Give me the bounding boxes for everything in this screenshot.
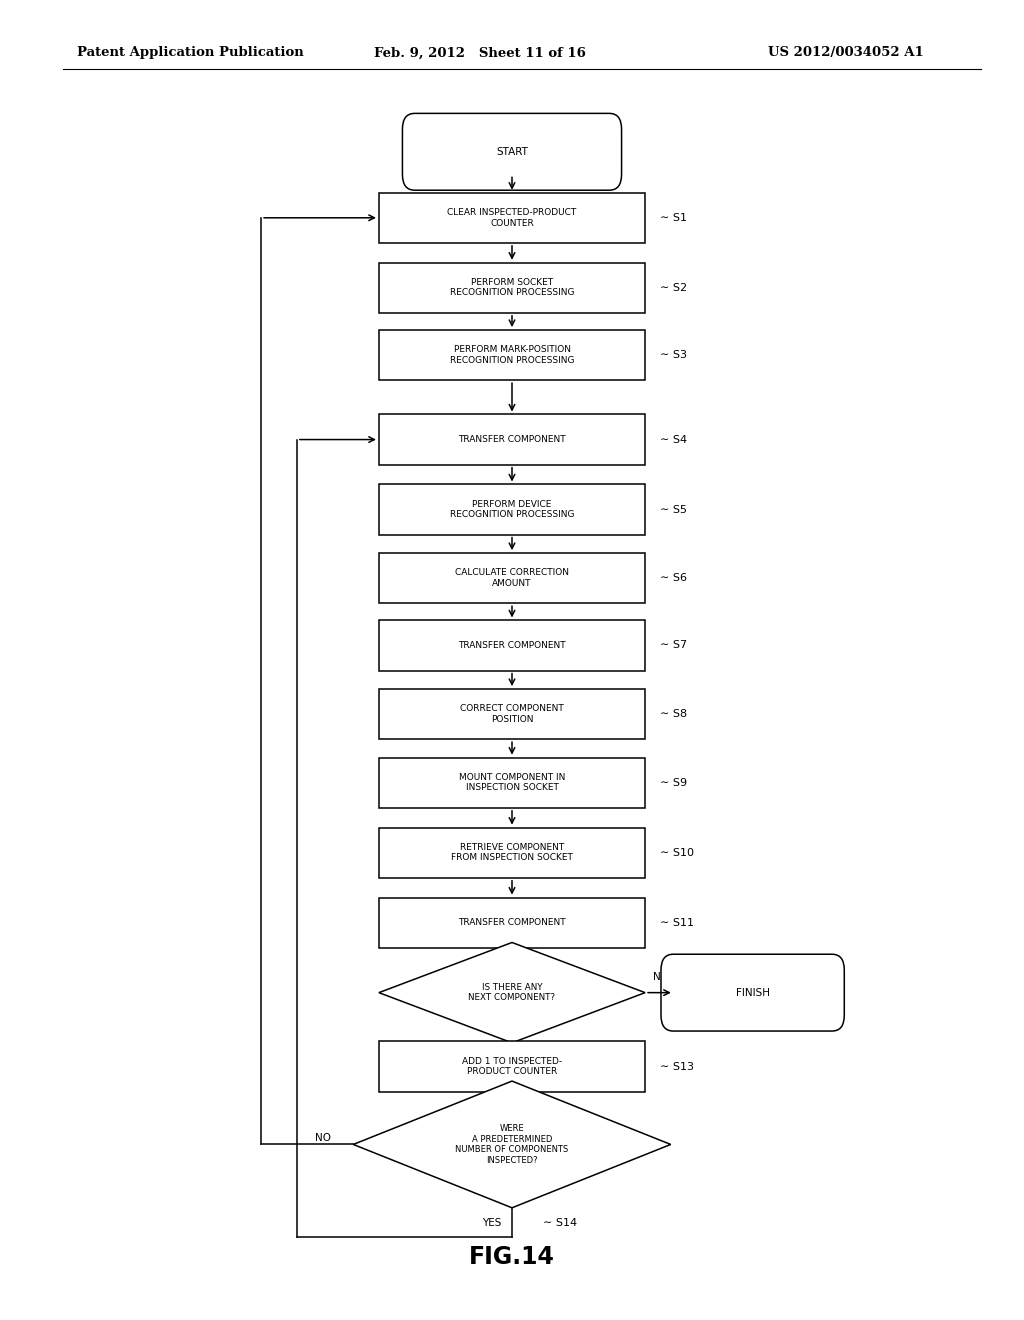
- Bar: [379, 484, 645, 535]
- Text: ∼ S3: ∼ S3: [660, 350, 687, 360]
- Bar: [379, 898, 645, 948]
- Text: ∼ S11: ∼ S11: [660, 917, 694, 928]
- Bar: [379, 263, 645, 313]
- Text: MOUNT COMPONENT IN
INSPECTION SOCKET: MOUNT COMPONENT IN INSPECTION SOCKET: [459, 774, 565, 792]
- Text: ∼ S12: ∼ S12: [522, 1059, 556, 1069]
- Text: WERE
A PREDETERMINED
NUMBER OF COMPONENTS
INSPECTED?: WERE A PREDETERMINED NUMBER OF COMPONENT…: [456, 1125, 568, 1164]
- Bar: [379, 758, 645, 808]
- Text: ∼ S4: ∼ S4: [660, 434, 687, 445]
- Text: YES: YES: [462, 1049, 480, 1060]
- Polygon shape: [353, 1081, 671, 1208]
- Text: ∼ S7: ∼ S7: [660, 640, 687, 651]
- Bar: [379, 689, 645, 739]
- Text: ∼ S10: ∼ S10: [660, 847, 694, 858]
- Text: FINISH: FINISH: [735, 987, 770, 998]
- Text: ADD 1 TO INSPECTED-
PRODUCT COUNTER: ADD 1 TO INSPECTED- PRODUCT COUNTER: [462, 1057, 562, 1076]
- Text: NO: NO: [653, 972, 670, 982]
- Bar: [379, 1041, 645, 1092]
- Text: RETRIEVE COMPONENT
FROM INSPECTION SOCKET: RETRIEVE COMPONENT FROM INSPECTION SOCKE…: [451, 843, 573, 862]
- Text: PERFORM DEVICE
RECOGNITION PROCESSING: PERFORM DEVICE RECOGNITION PROCESSING: [450, 500, 574, 519]
- Text: PERFORM MARK-POSITION
RECOGNITION PROCESSING: PERFORM MARK-POSITION RECOGNITION PROCES…: [450, 346, 574, 364]
- Bar: [379, 193, 645, 243]
- Text: US 2012/0034052 A1: US 2012/0034052 A1: [768, 46, 924, 59]
- Text: ∼ S8: ∼ S8: [660, 709, 687, 719]
- Text: PERFORM SOCKET
RECOGNITION PROCESSING: PERFORM SOCKET RECOGNITION PROCESSING: [450, 279, 574, 297]
- Text: START: START: [496, 147, 528, 157]
- Text: Patent Application Publication: Patent Application Publication: [77, 46, 303, 59]
- Text: Feb. 9, 2012   Sheet 11 of 16: Feb. 9, 2012 Sheet 11 of 16: [374, 46, 586, 59]
- Text: NO: NO: [314, 1133, 331, 1143]
- Bar: [379, 620, 645, 671]
- Bar: [379, 414, 645, 465]
- Text: CORRECT COMPONENT
POSITION: CORRECT COMPONENT POSITION: [460, 705, 564, 723]
- Text: ∼ S13: ∼ S13: [660, 1061, 694, 1072]
- Text: ∼ S2: ∼ S2: [660, 282, 687, 293]
- FancyBboxPatch shape: [662, 954, 844, 1031]
- Bar: [379, 330, 645, 380]
- Text: ∼ S5: ∼ S5: [660, 504, 687, 515]
- Bar: [379, 828, 645, 878]
- Text: CLEAR INSPECTED-PRODUCT
COUNTER: CLEAR INSPECTED-PRODUCT COUNTER: [447, 209, 577, 227]
- Text: TRANSFER COMPONENT: TRANSFER COMPONENT: [458, 436, 566, 444]
- Text: FIG.14: FIG.14: [469, 1245, 555, 1269]
- Text: YES: YES: [482, 1218, 501, 1229]
- Text: CALCULATE CORRECTION
AMOUNT: CALCULATE CORRECTION AMOUNT: [455, 569, 569, 587]
- Text: TRANSFER COMPONENT: TRANSFER COMPONENT: [458, 642, 566, 649]
- Polygon shape: [379, 942, 645, 1043]
- Text: ∼ S6: ∼ S6: [660, 573, 687, 583]
- Bar: [379, 553, 645, 603]
- Text: IS THERE ANY
NEXT COMPONENT?: IS THERE ANY NEXT COMPONENT?: [468, 983, 556, 1002]
- Text: ∼ S1: ∼ S1: [660, 213, 687, 223]
- Text: ∼ S14: ∼ S14: [543, 1218, 577, 1229]
- FancyBboxPatch shape: [402, 114, 622, 190]
- Text: TRANSFER COMPONENT: TRANSFER COMPONENT: [458, 919, 566, 927]
- Text: ∼ S9: ∼ S9: [660, 777, 687, 788]
